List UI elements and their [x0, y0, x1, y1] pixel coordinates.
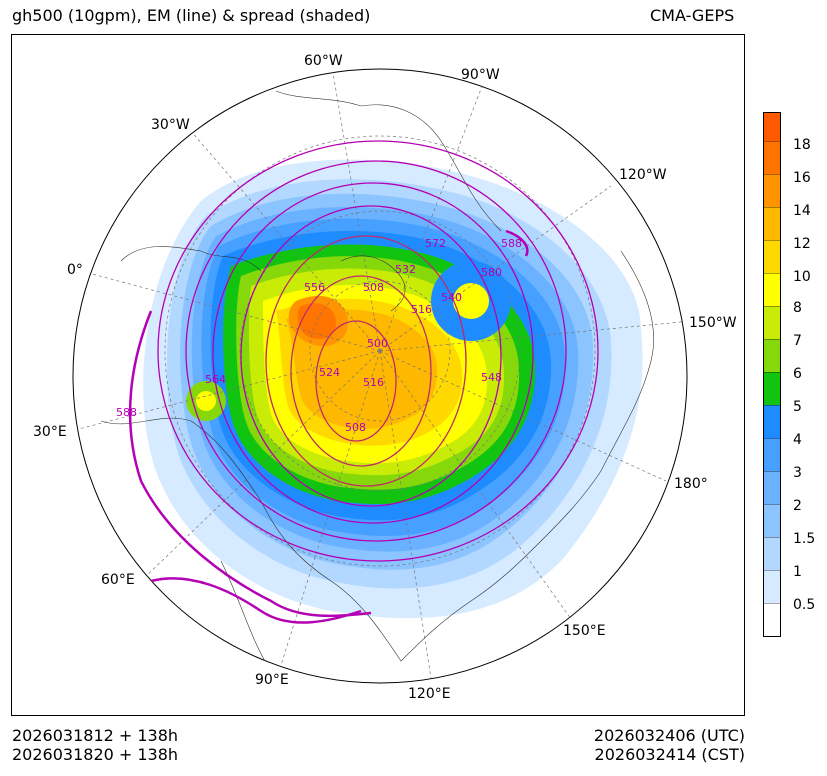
height-contours: [128, 140, 599, 624]
colorbar-segment-13: [764, 174, 780, 207]
colorbar-segment-14: [764, 141, 780, 174]
contour-label-516-s: 516: [363, 376, 384, 389]
colorbar-label-7: 7: [793, 333, 802, 349]
colorbar-segment-4: [764, 471, 780, 504]
lon-label-30e: 30°E: [33, 424, 67, 440]
colorbar-label-16: 16: [793, 170, 811, 186]
colorbar-label-1.5: 1.5: [793, 531, 816, 547]
colorbar-label-10: 10: [793, 269, 811, 285]
map-boundary: [72, 68, 688, 684]
longitude-labels: 60°W 90°W 30°W 120°W 0° 150°W 30°E 180° …: [33, 53, 737, 702]
contour-labels: 572 588 556 532 580 508 540 516 500 564 …: [116, 237, 522, 434]
spread-shading: [143, 159, 643, 619]
colorbar-segment-12: [764, 207, 780, 240]
contour-label-540: 540: [441, 291, 462, 304]
contour-label-564: 564: [205, 373, 226, 386]
valid-time-utc: 2026032406 (UTC): [593, 726, 745, 745]
colorbar-label-8: 8: [793, 300, 802, 316]
colorbar-segment-8: [764, 339, 780, 372]
chart-title: gh500 (10gpm), EM (line) & spread (shade…: [12, 6, 371, 25]
colorbar-segment-15: [764, 113, 780, 141]
colorbar-label-1: 1: [793, 564, 802, 580]
contour-label-556: 556: [304, 281, 325, 294]
colorbar-segment-7: [764, 372, 780, 405]
colorbar-label-6: 6: [793, 366, 802, 382]
model-name: CMA-GEPS: [650, 6, 735, 25]
spread-cell-yellow: [196, 391, 216, 411]
colorbar-label-3: 3: [793, 465, 802, 481]
contour-label-500: 500: [367, 337, 388, 350]
colorbar-segment-6: [764, 405, 780, 438]
colorbar-label-2: 2: [793, 498, 802, 514]
lon-label-150e: 150°E: [563, 623, 606, 639]
colorbar-label-18: 18: [793, 137, 811, 153]
map-frame: 572 588 556 532 580 508 540 516 500 564 …: [11, 34, 745, 716]
colorbar-label-4: 4: [793, 432, 802, 448]
lon-label-120w: 120°W: [619, 167, 667, 183]
contour-label-548: 548: [481, 371, 502, 384]
polar-map: 572 588 556 532 580 508 540 516 500 564 …: [33, 53, 737, 702]
lon-label-120e: 120°E: [408, 686, 451, 702]
colorbar-segment-1: [764, 570, 780, 603]
lon-label-30w: 30°W: [151, 117, 190, 133]
colorbar-label-5: 5: [793, 399, 802, 415]
lon-label-90w: 90°W: [461, 67, 500, 83]
valid-time-cst: 2026032414 (CST): [594, 745, 745, 764]
lon-label-180: 180°: [674, 476, 708, 492]
spread-level-14: [297, 303, 337, 339]
colorbar-segment-11: [764, 240, 780, 273]
contour-label-508-s: 508: [345, 421, 366, 434]
colorbar-segment-10: [764, 273, 780, 306]
colorbar: [763, 112, 781, 637]
colorbar-segment-0: [764, 603, 780, 636]
lon-label-150w: 150°W: [689, 315, 737, 331]
valid-time: 2026032406 (UTC) 2026032414 (CST): [575, 726, 745, 764]
contour-label-524: 524: [319, 366, 340, 379]
init-time-cst: 2026031820 + 138h: [12, 745, 179, 764]
lon-label-60e: 60°E: [101, 572, 135, 588]
contour-label-588-w: 588: [116, 406, 137, 419]
contour-label-580: 580: [481, 266, 502, 279]
lon-label-0: 0°: [67, 262, 83, 278]
lon-label-60w: 60°W: [304, 53, 343, 69]
colorbar-segment-9: [764, 306, 780, 339]
contour-label-588-ne: 588: [501, 237, 522, 250]
colorbar-label-0.5: 0.5: [793, 597, 816, 613]
spread-cell-yellow-2: [453, 283, 489, 319]
colorbar-label-14: 14: [793, 203, 811, 219]
contour-label-508: 508: [363, 281, 384, 294]
contour-label-532: 532: [395, 263, 416, 276]
colorbar-segment-2: [764, 537, 780, 570]
colorbar-segment-3: [764, 504, 780, 537]
graticule: [73, 69, 687, 683]
contour-label-572: 572: [425, 237, 446, 250]
lon-label-90e: 90°E: [255, 672, 289, 688]
contour-label-516: 516: [411, 303, 432, 316]
init-time-utc: 2026031812 + 138h: [12, 726, 179, 745]
colorbar-label-12: 12: [793, 236, 811, 252]
coastlines: [100, 90, 654, 672]
colorbar-segment-5: [764, 438, 780, 471]
init-time: 2026031812 + 138h 2026031820 + 138h: [12, 726, 178, 764]
